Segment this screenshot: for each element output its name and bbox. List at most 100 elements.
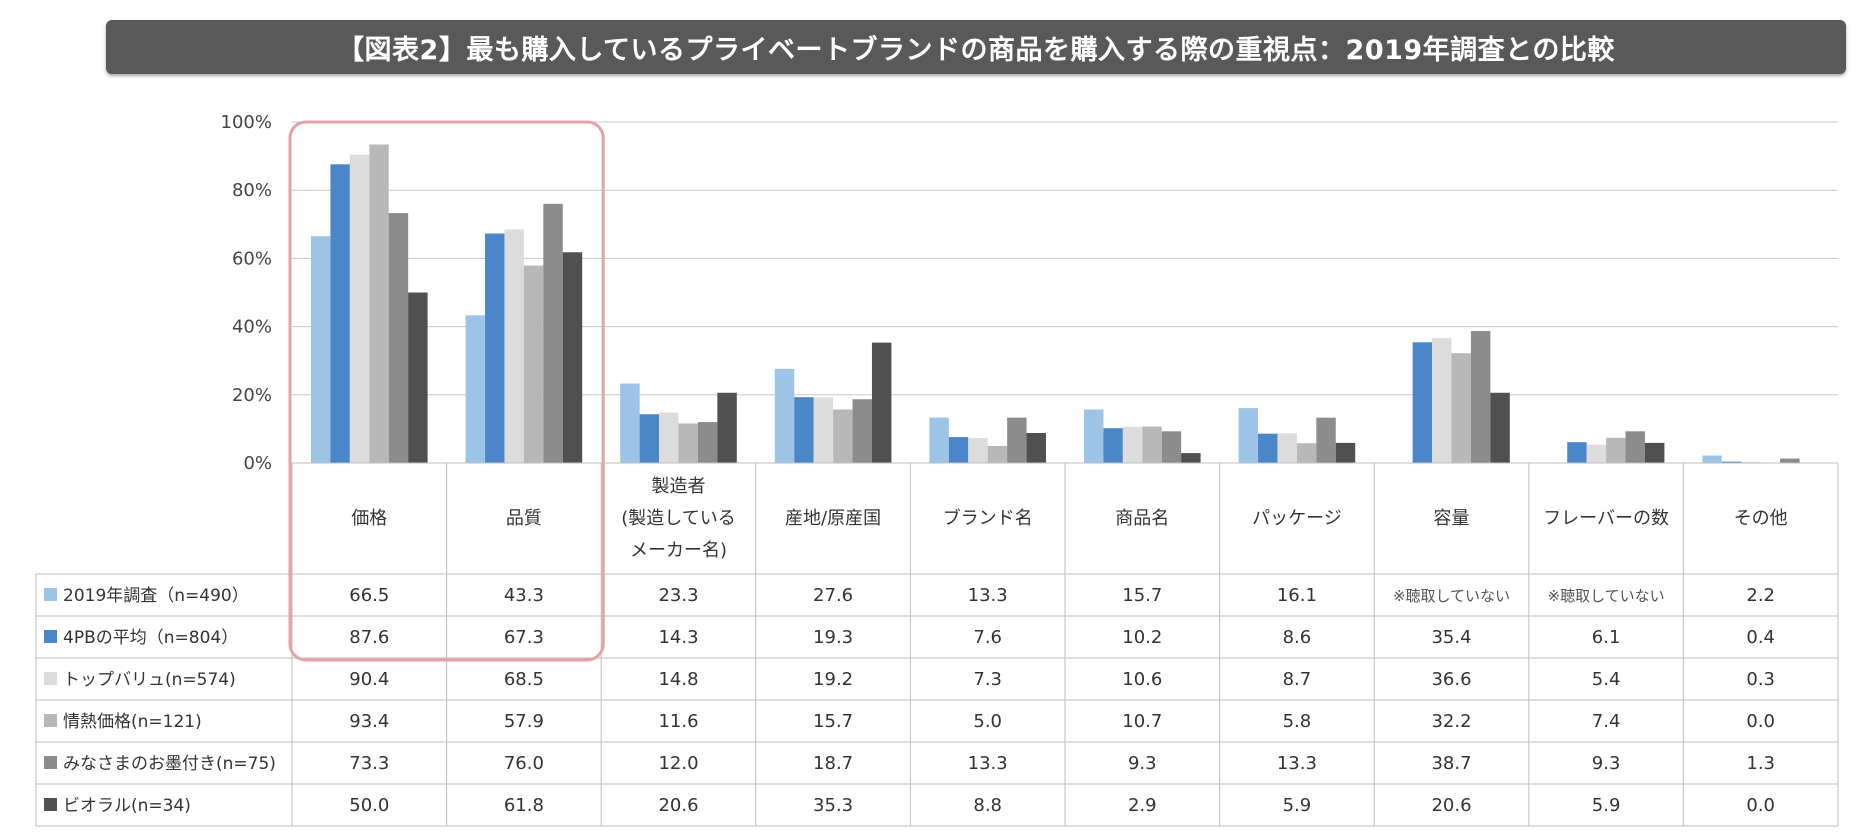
data-label: 9.3 (1128, 753, 1157, 774)
data-label: 16.1 (1277, 585, 1317, 606)
legend-label: みなさまのお墨付き(n=75) (63, 754, 276, 774)
data-label: 67.3 (504, 627, 544, 648)
data-label: 19.3 (813, 627, 853, 648)
bar (1316, 417, 1336, 463)
bar (697, 422, 718, 463)
bar (1702, 455, 1722, 463)
bar (1721, 461, 1742, 463)
legend-label: トップバリュ(n=574) (63, 670, 236, 690)
bar (1335, 442, 1356, 463)
bar (562, 252, 583, 463)
category-label: フレーバーの数 (1543, 508, 1669, 529)
legend-swatch (44, 714, 57, 727)
data-label: 0.4 (1746, 627, 1775, 648)
bar (1296, 443, 1317, 463)
data-label: 73.3 (349, 753, 389, 774)
bar (871, 342, 892, 463)
data-label: 15.7 (813, 711, 853, 732)
category-label: パッケージ (1252, 508, 1342, 529)
category-label: 容量 (1434, 508, 1470, 529)
bar (1007, 417, 1027, 463)
bar (1625, 431, 1645, 463)
legend-swatch (44, 630, 57, 643)
data-label: 8.6 (1283, 627, 1312, 648)
data-label: 10.6 (1122, 669, 1162, 690)
bar (388, 213, 409, 463)
data-label: 13.3 (1277, 753, 1317, 774)
category-label: 商品名 (1115, 508, 1169, 529)
data-label: 0.0 (1746, 711, 1775, 732)
bar (813, 397, 834, 463)
bar (1606, 437, 1626, 463)
bar (717, 392, 737, 463)
data-label: 7.4 (1592, 711, 1621, 732)
bar (1122, 426, 1143, 463)
bar (1181, 453, 1201, 463)
data-label: 10.7 (1122, 711, 1162, 732)
category-label: 製造者 (652, 476, 706, 497)
data-label: 19.2 (813, 669, 853, 690)
category-label: 産地/原産国 (785, 508, 881, 529)
data-label: 2.9 (1128, 795, 1157, 816)
category-label: メーカー名) (630, 540, 727, 561)
data-label: 36.6 (1431, 669, 1471, 690)
data-label: 43.3 (504, 585, 544, 606)
data-label: 5.4 (1592, 669, 1621, 690)
bar (369, 144, 389, 464)
data-label: 8.8 (973, 795, 1002, 816)
bar (968, 438, 988, 463)
data-label: 14.3 (658, 627, 698, 648)
data-label: 15.7 (1122, 585, 1162, 606)
bar (833, 409, 853, 463)
category-label: ブランド名 (943, 507, 1033, 529)
data-label: 5.9 (1592, 795, 1621, 816)
y-tick-label: 40% (232, 317, 272, 338)
data-label: 35.3 (813, 795, 853, 816)
data-label: 0.3 (1746, 669, 1775, 690)
category-label: その他 (1734, 508, 1788, 529)
data-label: 27.6 (813, 585, 853, 606)
data-label: 5.9 (1283, 795, 1312, 816)
bar (330, 164, 350, 463)
category-label: (製造している (621, 508, 735, 529)
data-label: 9.3 (1592, 753, 1621, 774)
data-label: 18.7 (813, 753, 853, 774)
bar (987, 445, 1008, 463)
bar (1412, 342, 1433, 463)
bar (311, 236, 331, 463)
y-tick-label: 0% (243, 453, 272, 474)
y-tick-label: 80% (232, 180, 272, 201)
y-tick-label: 20% (232, 385, 272, 406)
bar (1470, 331, 1491, 463)
data-label: 20.6 (1431, 795, 1471, 816)
bar (1084, 409, 1104, 463)
data-label: 32.2 (1431, 711, 1471, 732)
bar (543, 203, 563, 463)
bar (852, 399, 872, 463)
legend-swatch (44, 798, 57, 811)
legend-label: 2019年調査（n=490） (63, 586, 249, 606)
data-label: 68.5 (504, 669, 544, 690)
bar (1161, 431, 1182, 463)
bar (1586, 444, 1607, 463)
data-label: 23.3 (658, 585, 698, 606)
bar (678, 423, 698, 463)
chart-title: 【図表2】最も購入しているプライベートブランドの商品を購入する際の重視点：201… (337, 34, 1615, 66)
bar (1258, 433, 1278, 463)
data-label: 7.6 (973, 627, 1002, 648)
data-label: 10.2 (1122, 627, 1162, 648)
bar (1567, 442, 1587, 463)
bar (929, 417, 949, 463)
y-tick-label: 60% (232, 248, 272, 269)
data-label: 35.4 (1431, 627, 1471, 648)
bar (639, 414, 660, 463)
data-label: 50.0 (349, 795, 389, 816)
data-label: 20.6 (658, 795, 698, 816)
bar (794, 397, 814, 463)
y-tick-label: 100% (221, 112, 272, 133)
data-label: 14.8 (658, 669, 698, 690)
bar (523, 265, 544, 463)
data-label: 5.8 (1283, 711, 1312, 732)
bar (408, 292, 428, 463)
